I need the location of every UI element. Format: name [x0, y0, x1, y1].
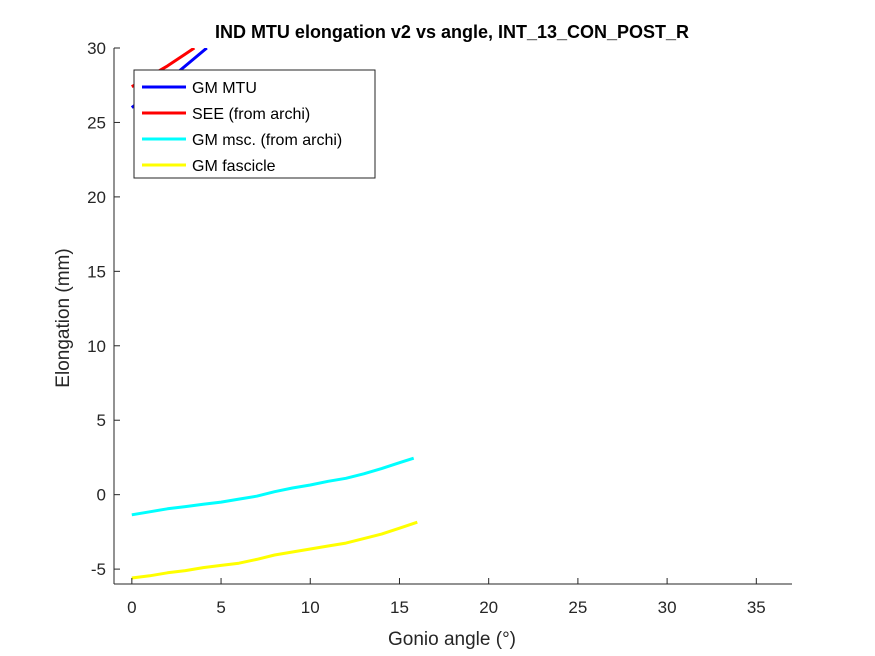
y-tick-label: -5 — [91, 560, 106, 579]
y-axis-label: Elongation (mm) — [53, 248, 74, 387]
x-axis-label: Gonio angle (°) — [388, 629, 516, 650]
x-tick-label: 35 — [747, 598, 766, 617]
y-tick-label: 30 — [87, 39, 106, 58]
x-tick-label: 0 — [127, 598, 136, 617]
series-line-2 — [131, 456, 415, 517]
x-tick-label: 10 — [301, 598, 320, 617]
y-tick-label: 25 — [87, 113, 106, 132]
chart-title: IND MTU elongation v2 vs angle, INT_13_C… — [215, 22, 689, 42]
y-tick-label: 10 — [87, 337, 106, 356]
y-tick-label: 15 — [87, 262, 106, 281]
series-line-3 — [131, 520, 418, 580]
y-tick-label: 20 — [87, 188, 106, 207]
legend: GM MTU SEE (from archi) GM msc. (from arch… — [133, 69, 376, 179]
y-tick-label: 5 — [97, 411, 106, 430]
x-tick-label: 20 — [479, 598, 498, 617]
x-tick-label: 30 — [658, 598, 677, 617]
x-tick-label: 15 — [390, 598, 409, 617]
ticks-layer: 0 5 10 15 20 25 30 35 -5 0 5 10 15 20 25 30 — [87, 39, 766, 617]
x-tick-label: 5 — [216, 598, 225, 617]
legend-entry-label: GM MTU — [192, 80, 257, 97]
legend-entry-label: GM msc. (from archi) — [192, 132, 342, 149]
legend-entry-label: GM fascicle — [192, 158, 276, 175]
x-tick-label: 25 — [568, 598, 587, 617]
legend-entry-label: SEE (from archi) — [192, 106, 310, 123]
y-tick-label: 0 — [97, 486, 106, 505]
